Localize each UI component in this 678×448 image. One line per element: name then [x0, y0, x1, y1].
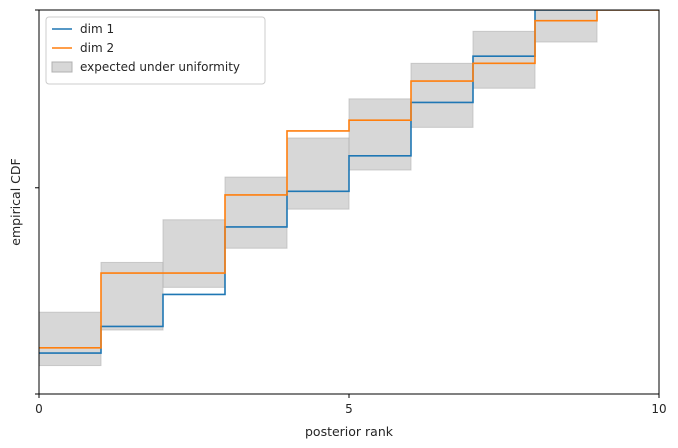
series-line-2 — [39, 10, 659, 349]
x-tick-label: 0 — [35, 402, 43, 416]
x-axis-label: posterior rank — [305, 424, 394, 439]
legend: dim 1 dim 2 expected under uniformity — [45, 16, 266, 85]
legend-label-band: expected under uniformity — [80, 60, 240, 74]
band-segment-3 — [224, 176, 288, 249]
band-segment-2 — [162, 219, 226, 288]
legend-swatch-band — [51, 61, 73, 73]
y-axis-ticks — [35, 9, 39, 395]
legend-label-2: dim 2 — [80, 41, 114, 55]
band-segment-8 — [534, 10, 598, 43]
legend-box — [45, 16, 266, 85]
y-axis-label: empirical CDF — [8, 158, 23, 245]
band-segment-5 — [348, 98, 412, 171]
band-segment-0 — [39, 311, 102, 367]
band-segment-6 — [410, 62, 474, 128]
x-tick-label: 5 — [345, 402, 353, 416]
legend-label-1: dim 1 — [80, 22, 114, 36]
band-segment-4 — [286, 137, 350, 210]
x-axis-ticks: 0 5 10 — [35, 394, 667, 416]
band-segment-7 — [472, 30, 536, 89]
series-lines — [39, 10, 659, 354]
x-tick-label: 10 — [651, 402, 666, 416]
